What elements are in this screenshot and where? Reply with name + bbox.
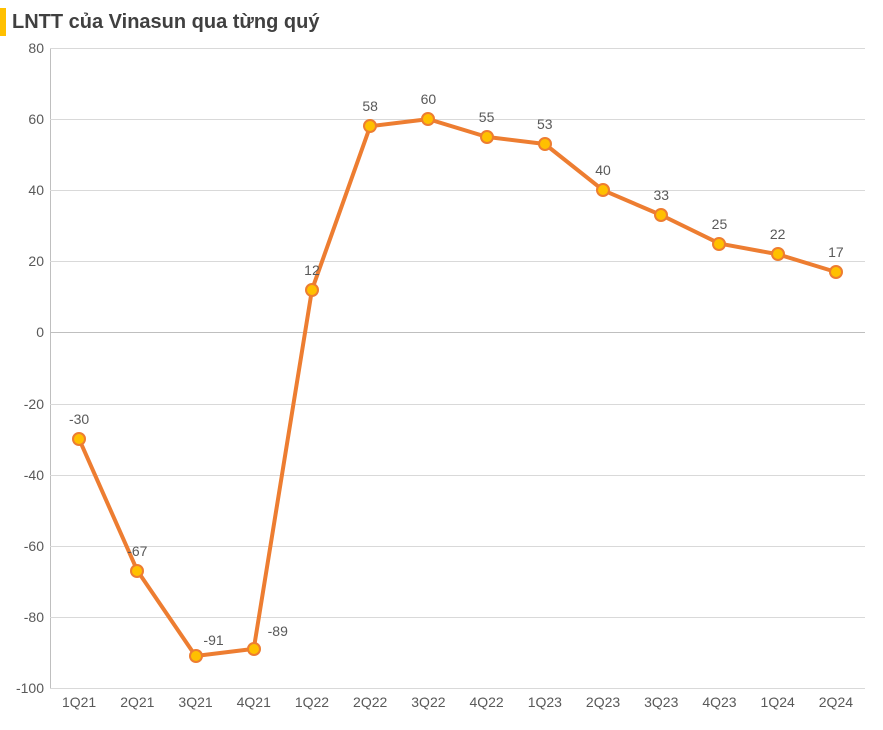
data-label: -89 (268, 623, 288, 639)
data-marker (189, 649, 203, 663)
y-tick-label: -80 (24, 609, 50, 625)
y-tick-label: -100 (16, 680, 50, 696)
y-tick-label: -20 (24, 396, 50, 412)
series-line (79, 119, 836, 656)
y-tick-label: 0 (36, 324, 50, 340)
x-tick-label: 4Q23 (702, 688, 736, 710)
data-label: 17 (828, 244, 844, 260)
chart-container: LNTT của Vinasun qua từng quý -100 -80 -60… (0, 0, 883, 730)
x-tick-label: 1Q24 (761, 688, 795, 710)
data-marker (538, 137, 552, 151)
data-label: -91 (203, 632, 223, 648)
data-label: 12 (304, 262, 320, 278)
data-label: 58 (362, 98, 378, 114)
chart-title-bar: LNTT của Vinasun qua từng quý (0, 8, 319, 36)
data-marker (771, 247, 785, 261)
x-tick-label: 1Q21 (62, 688, 96, 710)
x-tick-label: 3Q22 (411, 688, 445, 710)
y-tick-label: -60 (24, 538, 50, 554)
x-tick-label: 2Q24 (819, 688, 853, 710)
x-tick-label: 2Q21 (120, 688, 154, 710)
x-tick-label: 2Q23 (586, 688, 620, 710)
chart-title: LNTT của Vinasun qua từng quý (12, 11, 319, 34)
title-accent (0, 8, 6, 36)
gridline (50, 688, 865, 689)
data-marker (480, 130, 494, 144)
data-marker (596, 183, 610, 197)
data-marker (829, 265, 843, 279)
data-marker (363, 119, 377, 133)
data-label: 25 (712, 216, 728, 232)
y-tick-label: 80 (28, 40, 50, 56)
x-tick-label: 3Q23 (644, 688, 678, 710)
x-tick-label: 4Q21 (237, 688, 271, 710)
data-label: 60 (421, 91, 437, 107)
data-label: 33 (653, 187, 669, 203)
x-tick-label: 4Q22 (469, 688, 503, 710)
data-marker (654, 208, 668, 222)
x-tick-label: 1Q23 (528, 688, 562, 710)
y-tick-label: 60 (28, 111, 50, 127)
x-tick-label: 1Q22 (295, 688, 329, 710)
data-label: 22 (770, 226, 786, 242)
y-tick-label: 20 (28, 253, 50, 269)
data-marker (712, 237, 726, 251)
y-tick-label: 40 (28, 182, 50, 198)
data-label: -67 (127, 543, 147, 559)
data-marker (247, 642, 261, 656)
data-marker (421, 112, 435, 126)
data-marker (72, 432, 86, 446)
data-marker (305, 283, 319, 297)
data-label: 53 (537, 116, 553, 132)
data-label: 40 (595, 162, 611, 178)
data-marker (130, 564, 144, 578)
series-line-layer (50, 48, 865, 688)
data-label: -30 (69, 411, 89, 427)
y-tick-label: -40 (24, 467, 50, 483)
x-tick-label: 2Q22 (353, 688, 387, 710)
plot-area: -100-80-60-40-200204060801Q212Q213Q214Q2… (50, 48, 865, 688)
data-label: 55 (479, 109, 495, 125)
x-tick-label: 3Q21 (178, 688, 212, 710)
